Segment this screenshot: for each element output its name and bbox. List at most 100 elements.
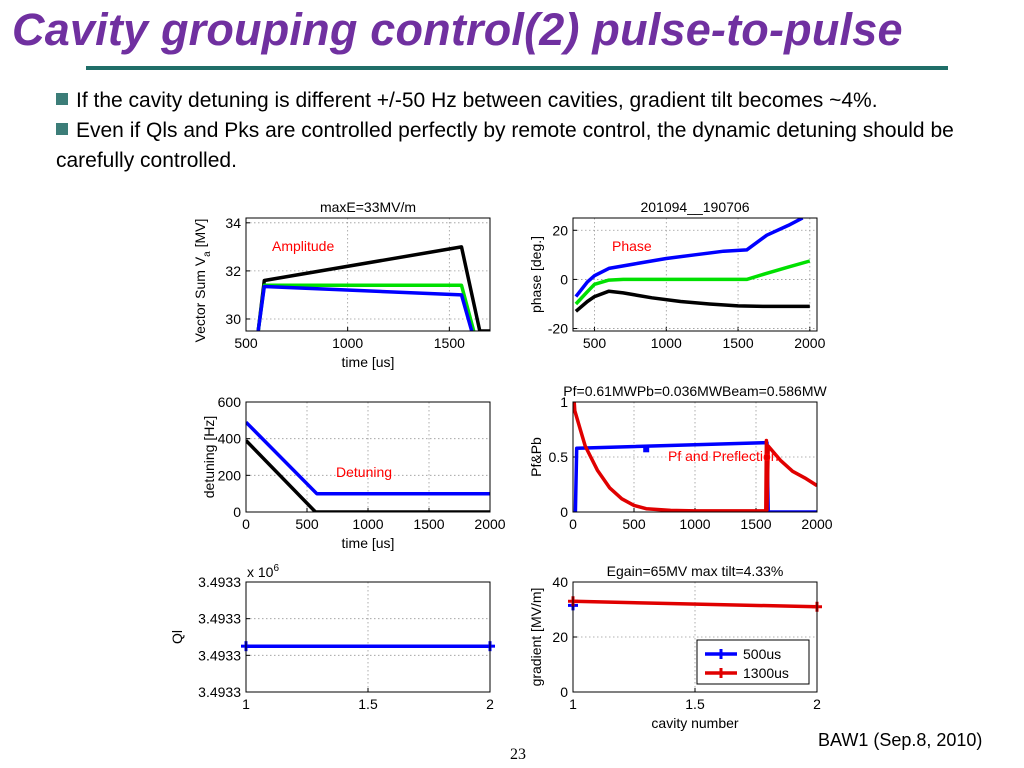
phase-series-1-line (574, 259, 811, 306)
x-tick-label: 500 (622, 516, 646, 532)
phase-y-axis-label: phase [deg.] (528, 236, 544, 313)
x-tick-label: 1000 (352, 516, 383, 532)
x-tick-label: 2000 (794, 335, 825, 351)
y-axis-label-main: Vector Sum V (192, 256, 208, 342)
gradient-axes-frame (572, 581, 818, 693)
bullet-list: If the cavity detuning is different +/-5… (56, 86, 986, 176)
page-number: 23 (510, 746, 526, 763)
square-bullet-icon (56, 93, 68, 105)
detuning-series-0-line (246, 439, 490, 512)
x-tick-label: 1 (242, 696, 250, 712)
pf-pb-y-axis-label: Pf&Pb (528, 437, 544, 477)
amplitude-annotation: Amplitude (272, 238, 334, 254)
x-tick-label: 1.5 (685, 696, 705, 712)
phase-chart: 500 1000 1500 2000 -20 0 20 201094__190706phase… (528, 199, 826, 351)
gradient-legend: 500us 1300us (696, 639, 810, 685)
phase-annotation: Phase (612, 238, 652, 254)
amplitude-chart-title: maxE=33MV/m (320, 199, 416, 215)
y-tick-label: 200 (218, 467, 242, 483)
x-tick-label: 1500 (413, 516, 444, 532)
bullet-item: If the cavity detuning is different +/-5… (56, 86, 986, 116)
y-tick-label: 32 (225, 263, 241, 279)
ql-scale-multiplier: x 106 (247, 563, 279, 580)
x-tick-label: 1000 (679, 516, 710, 532)
y-tick-label: 0 (560, 504, 568, 520)
amplitude-plot-area (246, 218, 490, 331)
amplitude-y-axis-label: Vector Sum Va [MV] (192, 219, 213, 343)
x-tick-label: 1500 (740, 516, 771, 532)
legend-label: 500us (743, 646, 781, 662)
y-axis-label-unit: [MV] (192, 219, 208, 252)
detuning-x-axis-label: time [us] (342, 535, 395, 551)
y-tick-label: 1 (560, 394, 568, 410)
x-tick-label: 2000 (474, 516, 505, 532)
gradient-x-axis-label: cavity number (651, 715, 738, 731)
gradient-1300us-line (573, 599, 817, 609)
gradient-y-axis-label: gradient [MV/m] (528, 588, 544, 687)
phase-chart-title: 201094__190706 (640, 199, 749, 215)
y-tick-label: 600 (218, 394, 242, 410)
x-tick-label: 1.5 (358, 696, 378, 712)
legend-box (696, 639, 810, 685)
y-tick-label: 0 (560, 684, 568, 700)
pf-pb-series-1-line (573, 402, 817, 512)
y-tick-label: 20 (552, 222, 568, 238)
y-tick-label: -20 (548, 321, 568, 337)
y-tick-label: 30 (225, 311, 241, 327)
gradient-chart-title: Egain=65MV max tilt=4.33% (607, 563, 784, 579)
x-tick-label: 1500 (722, 335, 753, 351)
footer-credit: BAW1 (Sep.8, 2010) (818, 730, 983, 750)
y-axis-label-subscript: a (202, 251, 213, 257)
bullet-item: Even if Qls and Pks are controlled perfe… (56, 116, 986, 176)
x-tick-label: 500 (295, 516, 319, 532)
detuning-annotation: Detuning (336, 464, 392, 480)
x-tick-label: 1 (569, 696, 577, 712)
phase-series-2-line (574, 289, 810, 313)
phase-axes-frame (572, 217, 818, 332)
detuning-series-1-line (246, 420, 490, 496)
detuning-axes-frame (245, 401, 491, 513)
scale-base: x 10 (247, 564, 274, 580)
y-tick-label: 34 (225, 215, 241, 231)
pf-pb-marker (643, 446, 650, 453)
y-tick-label: 20 (552, 629, 568, 645)
x-tick-label: 1000 (651, 335, 682, 351)
x-tick-label: 0 (569, 516, 577, 532)
title-underline (86, 66, 948, 70)
amplitude-series-2-line (256, 284, 474, 331)
x-tick-label: 500 (583, 335, 607, 351)
pf-pb-chart-title: Pf=0.61MWPb=0.036MWBeam=0.586MW (563, 383, 827, 399)
phase-plot-area (573, 218, 817, 331)
y-tick-label: 0 (233, 504, 241, 520)
slide-title: Cavity grouping control(2) pulse-to-puls… (12, 4, 903, 55)
y-tick-label: 3.4933 (198, 611, 241, 627)
y-tick-label: 3.4933 (198, 647, 241, 663)
x-tick-label: 2 (813, 696, 821, 712)
ql-axes-frame (245, 581, 491, 693)
pf-pb-axes-frame (572, 401, 818, 513)
x-tick-label: 500 (234, 335, 258, 351)
y-tick-label: 40 (552, 574, 568, 590)
y-tick-label: 400 (218, 431, 242, 447)
amplitude-x-axis-label: time [us] (342, 354, 395, 370)
pf-pb-annotation: Pf and Preflection (668, 448, 779, 464)
square-bullet-icon (56, 123, 68, 135)
x-tick-label: 1500 (434, 335, 465, 351)
ql-y-axis-label: Ql (169, 630, 185, 644)
y-tick-label: 0.5 (549, 449, 569, 465)
scale-exponent: 6 (273, 563, 279, 574)
amplitude-axes-frame (245, 217, 491, 332)
detuning-chart: 0 500 1000 1500 2000 0 200 400 600 time [us] detun… (201, 394, 506, 551)
x-tick-label: 0 (242, 516, 250, 532)
ql-plot-area (246, 582, 490, 692)
pf-pb-chart: 0 500 1000 1500 2000 0 0.5 1Pf=0.61MWPb=0.036MW… (528, 383, 833, 532)
amplitude-chart: 500 1000 1500 30 32 34 maxE=33MV/m time [us] Vec… (192, 199, 491, 370)
x-tick-label: 2 (486, 696, 494, 712)
detuning-y-axis-label: detuning [Hz] (201, 416, 217, 499)
y-tick-label: 3.4933 (198, 684, 241, 700)
bullet-text: Even if Qls and Pks are controlled perfe… (56, 119, 954, 172)
ql-chart: 1 1.5 2 3.4933 3.4933 3.4933 3.4933 Ql x 106 (169, 563, 495, 712)
x-tick-label: 1000 (332, 335, 363, 351)
legend-label: 1300us (743, 665, 789, 681)
